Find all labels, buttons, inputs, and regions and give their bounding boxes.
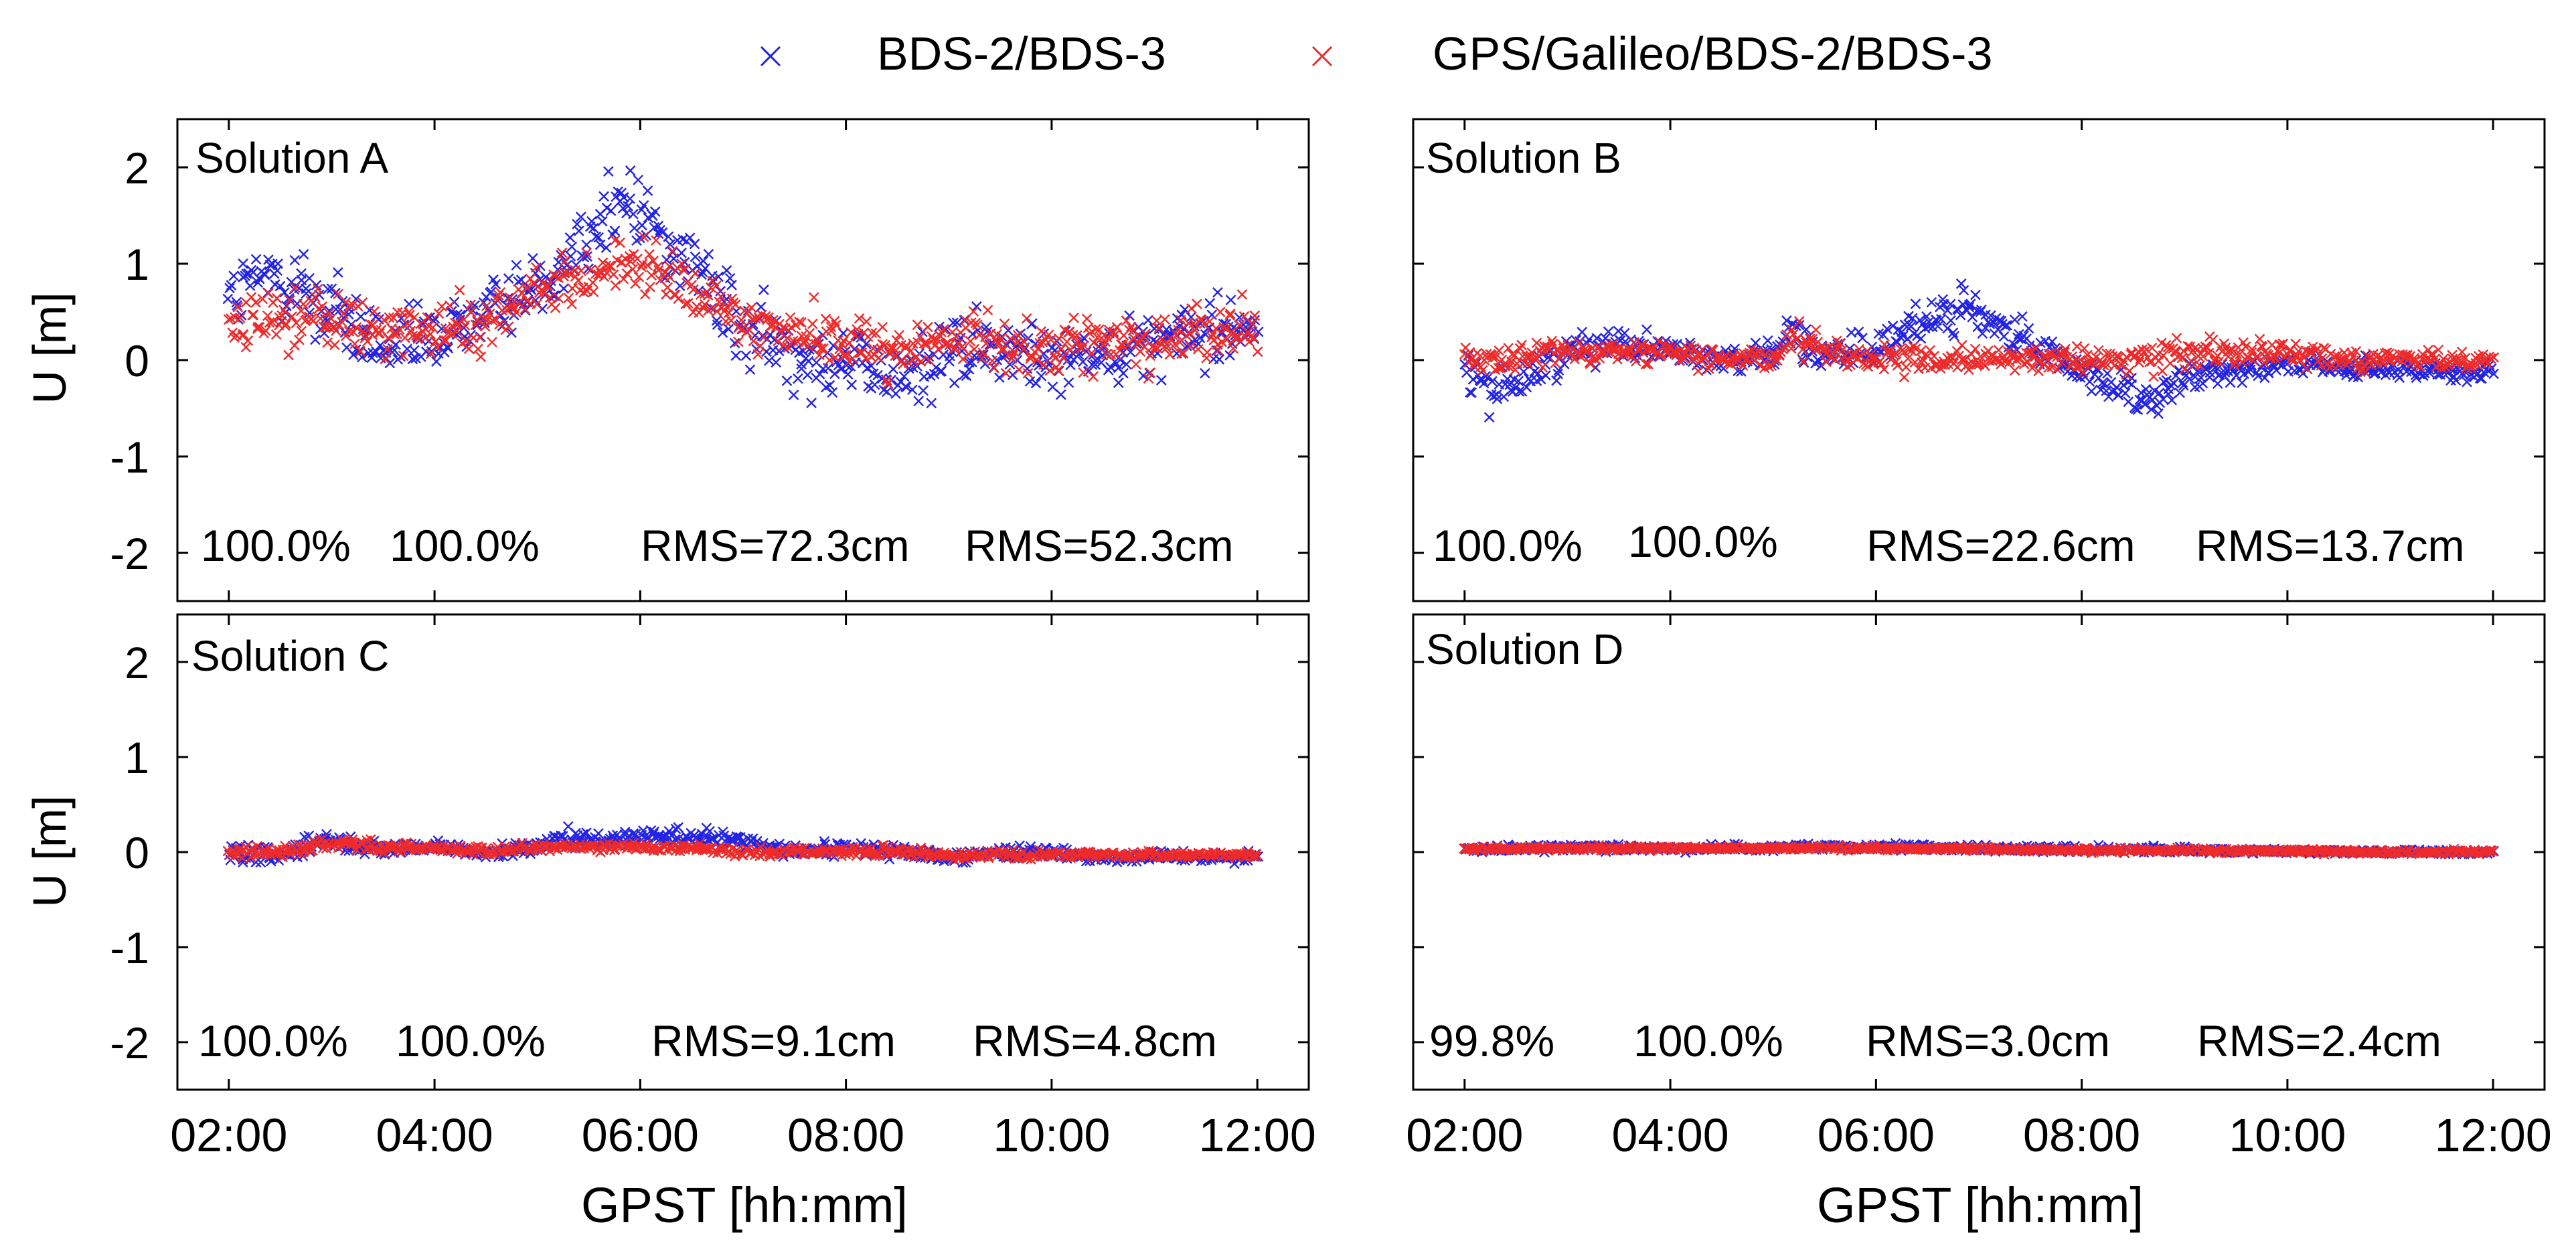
panel-a-ylabel: U [m] (23, 292, 76, 404)
panel-c-xlabel: GPST [hh:mm] (581, 1177, 908, 1233)
panel-a-ytick-label-3: -1 (110, 432, 149, 482)
panel-d-points-multi (1459, 839, 2498, 860)
panel-d-xtick-label-1: 04:00 (1612, 1109, 1729, 1161)
panel-b-ticks (1413, 119, 2545, 601)
panel-c-ylabel: U [m] (23, 795, 76, 907)
panel-solution-c: 2 1 0 -1 -2 02:00 04:00 06:00 08:00 10:00 12:00 So… (23, 613, 1316, 1233)
panel-a-ytick-label-1: 1 (125, 240, 149, 289)
panel-a-ytick-label-4: -2 (110, 529, 149, 578)
panel-a-ytick-label-0: 2 (125, 143, 149, 193)
panel-c-xtick-label-3: 08:00 (787, 1109, 904, 1161)
panel-d-xtick-label-3: 08:00 (2023, 1109, 2140, 1161)
panel-solution-b: Solution B 100.0% 100.0% RMS=22.6cm RMS=… (1412, 118, 2546, 602)
panel-solution-d: 02:00 04:00 06:00 08:00 10:00 12:00 Solution … (1406, 613, 2552, 1233)
panel-d-xlabel: GPST [hh:mm] (1817, 1177, 2144, 1233)
legend: BDS-2/BDS-3 GPS/Galileo/BDS-2/BDS-3 (760, 27, 1992, 80)
panel-d-availability-multi: 100.0% (1633, 1016, 1783, 1066)
panel-c-availability-multi: 100.0% (396, 1016, 546, 1066)
panel-d-title: Solution D (1426, 625, 1623, 673)
legend-marker-bds-stroke2 (760, 46, 781, 67)
panel-a-title: Solution A (195, 134, 389, 182)
panel-c-ytick-label-0: 2 (125, 638, 149, 687)
panel-d-xtick-label-2: 06:00 (1818, 1109, 1935, 1161)
panel-b-points (1459, 278, 2500, 423)
panel-a-rms-multi: RMS=52.3cm (965, 521, 1234, 570)
panel-solution-a: 2 1 0 -1 -2 Solution A 100.0% 100.0% RMS=72.… (23, 118, 1310, 602)
panel-b-rms-multi: RMS=13.7cm (2196, 521, 2465, 570)
panel-b-series-multi (1459, 316, 2500, 383)
panel-c-title: Solution C (191, 632, 389, 680)
panel-c-points (222, 821, 1264, 869)
panel-b-availability-bds: 100.0% (1433, 521, 1583, 570)
panel-d-xtick-label-0: 02:00 (1406, 1109, 1523, 1161)
panel-c-ticks: 2 1 0 -1 -2 02:00 04:00 06:00 08:00 10:00 12:00 (110, 614, 1316, 1161)
panel-a-rms-bds: RMS=72.3cm (641, 521, 910, 570)
panel-d-availability-bds: 99.8% (1429, 1016, 1554, 1066)
panel-c-xtick-label-2: 06:00 (582, 1109, 699, 1161)
panel-a-ticks: 2 1 0 -1 -2 (110, 119, 1309, 601)
panel-b-rms-bds: RMS=22.6cm (1866, 521, 2136, 570)
legend-label-bds: BDS-2/BDS-3 (877, 27, 1166, 80)
panel-c-ytick-label-2: 0 (125, 828, 149, 878)
legend-label-multi: GPS/Galileo/BDS-2/BDS-3 (1433, 27, 1992, 80)
panel-d-rms-multi: RMS=2.4cm (2197, 1016, 2441, 1066)
panel-a-ytick-label-2: 0 (125, 336, 149, 386)
legend-marker-bds (760, 46, 781, 67)
panel-a-availability-multi: 100.0% (390, 521, 540, 570)
panel-d-series-multi (1459, 839, 2498, 860)
panel-c-xtick-label-0: 02:00 (170, 1109, 287, 1161)
panel-a-points (222, 165, 1264, 409)
panel-c-xtick-label-1: 04:00 (376, 1109, 493, 1161)
panel-d-xtick-label-5: 12:00 (2435, 1109, 2552, 1161)
panel-c-ytick-label-4: -2 (110, 1018, 149, 1068)
panel-a-availability-bds: 100.0% (201, 521, 351, 570)
panel-d-rms-bds: RMS=3.0cm (1866, 1016, 2110, 1066)
panel-c-ytick-label-1: 1 (125, 733, 149, 782)
panel-c-rms-bds: RMS=9.1cm (651, 1016, 896, 1066)
legend-marker-multi-stroke2 (1311, 46, 1333, 67)
panel-a-series-bds (222, 165, 1264, 409)
panel-a-series-multi (223, 232, 1263, 390)
panel-c-rms-multi: RMS=4.8cm (973, 1016, 1217, 1066)
panel-d-ticks: 02:00 04:00 06:00 08:00 10:00 12:00 (1406, 614, 2552, 1161)
panel-c-series-multi (222, 833, 1262, 865)
panel-c-xtick-label-4: 10:00 (993, 1109, 1110, 1161)
panel-c-availability-bds: 100.0% (198, 1016, 348, 1066)
panel-d-points (1459, 838, 2500, 860)
panel-c-xtick-label-5: 12:00 (1199, 1109, 1316, 1161)
panel-a-points-bds (222, 165, 1264, 409)
panel-a-points-multi (223, 232, 1263, 390)
panel-d-xtick-label-4: 10:00 (2229, 1109, 2346, 1161)
panel-c-points-multi (222, 833, 1262, 865)
legend-marker-multi (1311, 46, 1333, 67)
panel-b-availability-multi: 100.0% (1628, 517, 1778, 566)
panel-c-ytick-label-3: -1 (110, 923, 149, 973)
panel-b-points-multi (1459, 316, 2500, 383)
panel-b-title: Solution B (1426, 134, 1621, 182)
